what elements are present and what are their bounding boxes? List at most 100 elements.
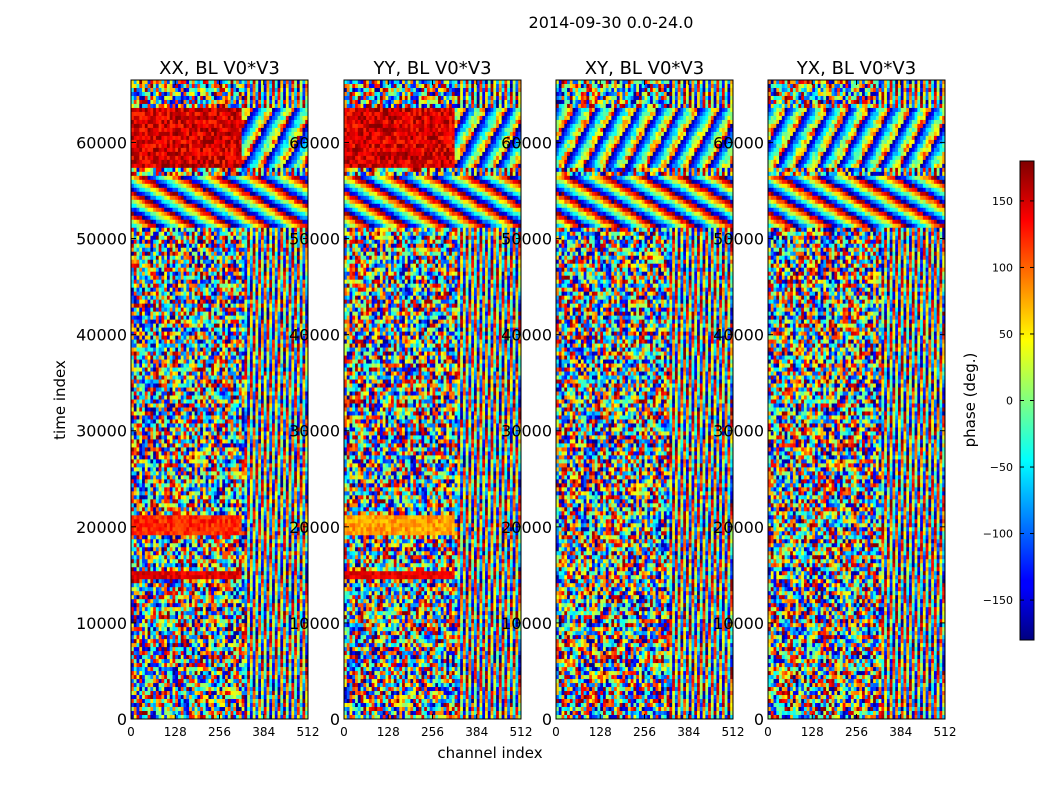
heatmap-cell: [231, 184, 234, 188]
heatmap-cell: [184, 188, 187, 192]
heatmap-cell: [278, 144, 281, 148]
heatmap-cell: [217, 104, 220, 108]
heatmap-cell: [250, 140, 253, 144]
heatmap-cell: [139, 116, 142, 120]
heatmap-cell: [200, 132, 203, 136]
heatmap-cell: [156, 160, 159, 164]
heatmap-cell: [203, 92, 206, 96]
heatmap-cell: [145, 136, 148, 140]
heatmap-cell: [253, 192, 256, 196]
heatmap-cell: [272, 104, 275, 108]
heatmap-cell: [184, 132, 187, 136]
heatmap-cell: [275, 136, 278, 140]
heatmap-cell: [170, 132, 173, 136]
heatmap-cell: [217, 112, 220, 116]
heatmap-cell: [167, 180, 170, 184]
heatmap-cell: [264, 176, 267, 180]
heatmap-cell: [156, 84, 159, 88]
heatmap-cell: [156, 104, 159, 108]
heatmap-cell: [255, 92, 258, 96]
heatmap-cell: [297, 180, 300, 184]
heatmap-cell: [156, 200, 159, 204]
heatmap-cell: [142, 156, 145, 160]
heatmap-cell: [137, 196, 140, 200]
heatmap-cell: [186, 92, 189, 96]
heatmap-cell: [206, 208, 209, 212]
heatmap-cell: [150, 168, 153, 172]
heatmap-cell: [258, 196, 261, 200]
heatmap-cell: [286, 160, 289, 164]
figure-title: 2014-09-30 0.0-24.0: [529, 13, 694, 32]
heatmap-cell: [278, 172, 281, 176]
heatmap-cell: [250, 144, 253, 148]
heatmap-cell: [220, 188, 223, 192]
heatmap-cell: [228, 192, 231, 196]
heatmap-cell: [225, 164, 228, 168]
heatmap-cell: [272, 120, 275, 124]
heatmap-cell: [239, 96, 242, 100]
heatmap-cell: [150, 132, 153, 136]
heatmap-cell: [167, 140, 170, 144]
heatmap-cell: [233, 196, 236, 200]
heatmap-cell: [145, 204, 148, 208]
heatmap-cell: [186, 104, 189, 108]
heatmap-cell: [297, 172, 300, 176]
heatmap-cell: [167, 176, 170, 180]
heatmap-cell: [192, 124, 195, 128]
heatmap-cell: [134, 212, 137, 216]
heatmap-cell: [291, 208, 294, 212]
heatmap-cell: [275, 120, 278, 124]
heatmap-cell: [250, 112, 253, 116]
heatmap-cell: [250, 184, 253, 188]
heatmap-cell: [258, 176, 261, 180]
heatmap-cell: [302, 156, 305, 160]
heatmap-cell: [134, 88, 137, 92]
heatmap-cell: [167, 112, 170, 116]
heatmap-cell: [200, 156, 203, 160]
heatmap-cell: [294, 116, 297, 120]
heatmap-cell: [184, 100, 187, 104]
heatmap-cell: [272, 176, 275, 180]
heatmap-cell: [267, 140, 270, 144]
heatmap-cell: [217, 180, 220, 184]
heatmap-cell: [178, 208, 181, 212]
heatmap-cell: [178, 136, 181, 140]
heatmap-cell: [170, 164, 173, 168]
heatmap-cell: [139, 120, 142, 124]
heatmap-cell: [197, 124, 200, 128]
heatmap-cell: [189, 172, 192, 176]
heatmap-cell: [150, 156, 153, 160]
heatmap-cell: [244, 184, 247, 188]
heatmap-cell: [156, 164, 159, 168]
heatmap-cell: [189, 188, 192, 192]
heatmap-cell: [267, 156, 270, 160]
heatmap-cell: [258, 124, 261, 128]
heatmap-cell: [139, 180, 142, 184]
heatmap-cell: [261, 88, 264, 92]
heatmap-cell: [214, 112, 217, 116]
heatmap-cell: [275, 168, 278, 172]
heatmap-cell: [244, 88, 247, 92]
heatmap-cell: [247, 124, 250, 128]
heatmap-cell: [289, 108, 292, 112]
heatmap-cell: [142, 88, 145, 92]
heatmap-cell: [203, 196, 206, 200]
heatmap-cell: [150, 120, 153, 124]
heatmap-cell: [291, 164, 294, 168]
heatmap-cell: [283, 148, 286, 152]
heatmap-cell: [228, 116, 231, 120]
heatmap-cell: [286, 196, 289, 200]
heatmap-cell: [159, 128, 162, 132]
heatmap-cell: [164, 160, 167, 164]
heatmap-cell: [275, 176, 278, 180]
heatmap-cell: [261, 112, 264, 116]
heatmap-cell: [175, 132, 178, 136]
heatmap-cell: [148, 164, 151, 168]
heatmap-cell: [242, 84, 245, 88]
heatmap-cell: [220, 124, 223, 128]
heatmap-cell: [172, 160, 175, 164]
heatmap-cell: [211, 96, 214, 100]
heatmap-cell: [236, 80, 239, 84]
heatmap-cell: [200, 80, 203, 84]
heatmap-cell: [220, 192, 223, 196]
